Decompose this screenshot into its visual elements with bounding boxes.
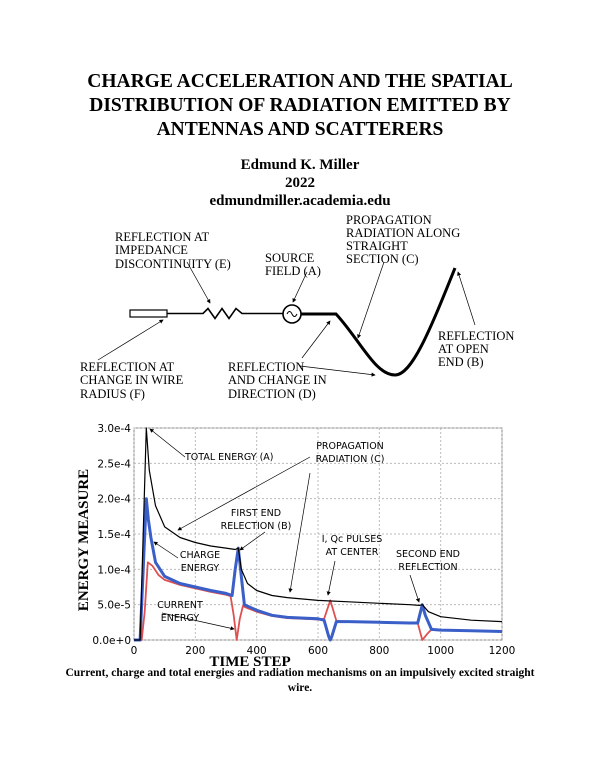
wire [129,267,457,377]
author: Edmund K. Miller [240,157,360,173]
y-tick-label: 2.5e-4 [97,458,131,470]
x-tick-label: 600 [308,645,328,657]
y-tick-label: 1.5e-4 [97,529,131,541]
annotation-pulses: I, Qc PULSES AT CENTER [322,534,383,558]
total-energy-line [134,427,503,641]
label-change-direction: REFLECTION AND CHANGE IN DIRECTION (D) [228,360,327,401]
x-axis-label: TIME STEP [209,654,290,670]
y-tick-label: 0.0e+0 [92,635,131,647]
annotation-total: TOTAL ENERGY (A) [184,452,274,463]
y-tick-label: 1.0e-4 [97,564,131,576]
x-tick-label: 800 [369,645,389,657]
annotation-second: SECOND END REFLECTION [396,549,460,573]
current-energy-line [134,561,503,641]
y-tick-label: 3.0e-4 [97,423,131,435]
x-tick-label: 200 [185,645,205,657]
annotation-charge: CHARGE ENERGY [180,550,220,574]
figure-caption: Current, charge and total energies and r… [65,667,535,694]
y-axis-label: ENERGY MEASURE [76,469,92,611]
x-tick-label: 1000 [427,645,454,657]
paper-title: CHARGE ACCELERATION AND THE SPATIAL DIST… [87,71,513,140]
label-impedance-discontinuity: REFLECTION AT IMPEDANCE DISCONTINUITY (E) [115,230,231,271]
annotation-first: FIRST END RELECTION (B) [221,508,292,532]
annotation-prop: PROPAGATION RADIATION (C) [316,441,385,465]
label-propagation-radiation: PROPAGATION RADIATION ALONG STRAIGHT SECTIO… [346,213,460,266]
label-source-field: SOURCE FIELD (A) [265,251,321,278]
chart-arrows [149,428,420,631]
diagram-arrows [97,261,476,377]
y-tick-label: 2.0e-4 [97,494,131,506]
website[interactable]: edmundmiller.academia.edu [209,193,391,209]
year: 2022 [285,175,315,191]
energy-chart: 0 200 400 600 800 1000 1200 0.0e+0 5.0e-5 1.0e-4 1… [76,423,516,670]
charge-energy-line [134,497,503,642]
x-tick-label: 400 [247,645,267,657]
label-open-end: REFLECTION AT OPEN END (B) [438,329,514,369]
y-tick-label: 5.0e-5 [97,600,131,612]
antenna-diagram: REFLECTION AT IMPEDANCE DISCONTINUITY (E) … [80,213,514,401]
x-tick-label: 0 [131,645,138,657]
x-tick-label: 1200 [489,645,516,657]
label-wire-radius: REFLECTION AT CHANGE IN WIRE RADIUS (F) [80,360,184,401]
annotation-current: CURRENT ENERGY [157,600,203,624]
